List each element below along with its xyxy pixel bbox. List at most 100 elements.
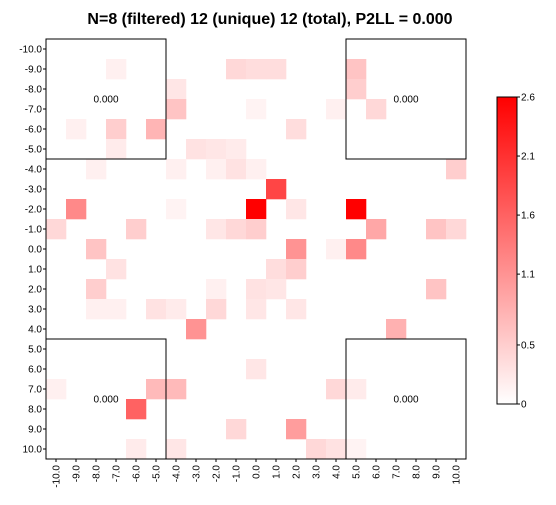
y-tick-label: -7.0: [25, 105, 43, 116]
heatmap-cell: [46, 379, 67, 400]
x-tick-label: -6.0: [132, 465, 143, 483]
heatmap-cell: [46, 219, 67, 240]
heatmap-cell: [186, 139, 207, 160]
x-tick-label: -3.0: [192, 465, 203, 483]
heatmap-cell: [126, 219, 147, 240]
heatmap-cell: [286, 259, 307, 280]
y-tick-label: -1.0: [25, 225, 43, 236]
heatmap-cell: [266, 59, 287, 80]
heatmap-cell: [286, 199, 307, 220]
x-tick-label: 2.0: [292, 465, 303, 479]
y-tick-label: -10.0: [19, 45, 42, 56]
colorbar-tick-label: 2.6: [521, 93, 535, 104]
colorbar-tick-label: 0.5: [521, 340, 535, 351]
heatmap-cell: [166, 299, 187, 320]
heatmap-cell: [346, 239, 367, 260]
x-tick-label: 1.0: [272, 465, 283, 479]
y-tick-label: 2.0: [28, 285, 42, 296]
heatmap-cell: [246, 219, 267, 240]
heatmap-cell: [326, 379, 347, 400]
y-tick-label: 4.0: [28, 325, 42, 336]
heatmap-cell: [86, 159, 107, 180]
x-tick-label: 8.0: [412, 465, 423, 479]
heatmap-cell: [286, 299, 307, 320]
heatmap-cell: [86, 299, 107, 320]
heatmap-cell: [126, 399, 147, 420]
heatmap-cell: [146, 119, 167, 140]
heatmap-cell: [346, 59, 367, 80]
heatmap-cell: [206, 219, 227, 240]
y-tick-label: -6.0: [25, 125, 43, 136]
x-tick-label: 0.0: [252, 465, 263, 479]
heatmap-cell: [66, 199, 87, 220]
y-tick-label: -4.0: [25, 165, 43, 176]
heatmap-cell: [166, 379, 187, 400]
heatmap-cell: [166, 159, 187, 180]
heatmap-cell: [286, 119, 307, 140]
quadrant-label: 0.000: [393, 95, 418, 106]
heatmap-cell: [206, 299, 227, 320]
heatmap-cell: [106, 259, 127, 280]
heatmap-cell: [246, 159, 267, 180]
x-tick-label: 7.0: [392, 465, 403, 479]
y-tick-label: 3.0: [28, 305, 42, 316]
colorbar-tick-label: 0: [521, 400, 527, 411]
y-tick-label: 1.0: [28, 265, 42, 276]
y-tick-label: 9.0: [28, 425, 42, 436]
heatmap-cell: [246, 299, 267, 320]
x-axis: -10.0 -9.0 -8.0 -7.0 -6.0 -5.0 -4.0 -3.0 -2.0 -1.…: [46, 458, 466, 488]
heatmap-cell: [106, 59, 127, 80]
x-tick-label: -7.0: [112, 465, 123, 483]
x-tick-label: -5.0: [152, 465, 163, 483]
quadrant-label: 0.000: [93, 395, 118, 406]
x-tick-label: -9.0: [72, 465, 83, 483]
x-tick-label: -8.0: [92, 465, 103, 483]
heatmap-cell: [266, 259, 287, 280]
y-tick-label: -3.0: [25, 185, 43, 196]
x-tick-label: 6.0: [372, 465, 383, 479]
y-tick-label: 7.0: [28, 385, 42, 396]
heatmap-cell: [226, 139, 247, 160]
heatmap-cell: [326, 239, 347, 260]
y-tick-label: -9.0: [25, 65, 43, 76]
heatmap-cell: [226, 59, 247, 80]
heatmap-cell: [346, 79, 367, 100]
quadrant-label: 0.000: [93, 95, 118, 106]
x-tick-label: -10.0: [52, 465, 63, 488]
y-tick-label: 8.0: [28, 405, 42, 416]
heatmap-cell: [446, 219, 467, 240]
x-tick-label: 4.0: [332, 465, 343, 479]
x-tick-label: 10.0: [452, 465, 463, 485]
heatmap-cell: [446, 159, 467, 180]
x-tick-label: 9.0: [432, 465, 443, 479]
heatmap-cell: [286, 419, 307, 440]
heatmap-cell: [326, 439, 347, 460]
y-tick-label: 6.0: [28, 365, 42, 376]
heatmap-cell: [246, 359, 267, 380]
chart-title: N=8 (filtered) 12 (unique) 12 (total), P…: [87, 11, 452, 28]
colorbar-tick-label: 2.1: [521, 152, 535, 163]
heatmap-cell: [186, 319, 207, 340]
heatmap-cell: [106, 139, 127, 160]
heatmap-cell: [426, 219, 447, 240]
heatmap-cell: [346, 199, 367, 220]
heatmap-cell: [426, 279, 447, 300]
heatmap-cell: [226, 219, 247, 240]
heatmap-cell: [366, 219, 387, 240]
heatmap-cell: [66, 119, 87, 140]
colorbar-tick-label: 1.6: [521, 211, 535, 222]
heatmap-cell: [146, 379, 167, 400]
heatmap-cell: [126, 439, 147, 460]
heatmap-cell: [246, 59, 267, 80]
x-tick-label: 3.0: [312, 465, 323, 479]
heatmap-cell: [86, 239, 107, 260]
heatmap-cell: [206, 139, 227, 160]
colorbar: 2.6 2.1 1.6 1.1 0.5 0: [496, 93, 535, 411]
y-tick-label: -5.0: [25, 145, 43, 156]
x-tick-label: -4.0: [172, 465, 183, 483]
heatmap-cell: [366, 99, 387, 120]
heatmap-cell: [166, 99, 187, 120]
heatmap-cell: [166, 199, 187, 220]
heatmap-cell: [106, 299, 127, 320]
